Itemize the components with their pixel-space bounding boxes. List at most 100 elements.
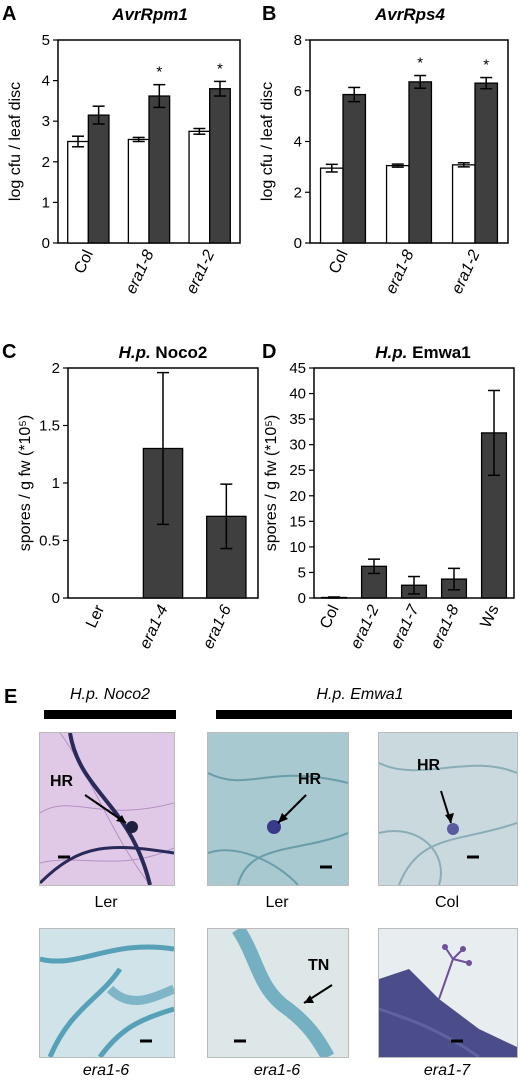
header-noco2: H.p. Noco2: [40, 686, 180, 704]
y-tick-label: 30: [289, 437, 306, 454]
bar-col-s1: [87, 114, 110, 244]
hr-label-ler-emwa1: HR: [298, 771, 322, 788]
y-tick-label: 0: [294, 235, 302, 252]
tn-label-era1-6-emwa1: TN: [308, 957, 330, 974]
cell-texture: [40, 944, 174, 1057]
panel-label-b: B: [262, 3, 276, 25]
y-tick-label: 5: [298, 564, 306, 581]
panel-label-e: E: [4, 686, 18, 708]
x-category-label: Ws: [477, 603, 502, 631]
y-tick-label: 1: [52, 475, 60, 492]
header-emwa1-text: H.p. Emwa1: [316, 686, 404, 703]
bar-era1-8-s0: [127, 138, 150, 244]
x-category-label: Ler: [83, 602, 108, 631]
y-axis-label: spores / g fw (*10⁵): [17, 415, 34, 551]
y-tick-label: 2: [42, 154, 50, 171]
chart-title: H.p. Emwa1: [375, 343, 470, 362]
bar-col-s1: [342, 93, 367, 244]
y-tick-label: 1: [42, 194, 50, 211]
bar-era1-8-s1: [148, 95, 171, 244]
caption-era1-6-emwa1: era1-6: [253, 1062, 301, 1079]
x-category-label: era1-8: [428, 602, 463, 651]
bar-era1-2-s0: [451, 164, 476, 244]
caption-ler-noco2: Ler: [94, 894, 118, 911]
y-tick-label: 0: [42, 235, 50, 252]
header-emwa1-bar: [216, 710, 512, 719]
y-tick-label: 15: [289, 513, 306, 530]
y-tick-label: 20: [289, 488, 306, 505]
caption-era1-7-emwa1: era1-7: [423, 1062, 471, 1079]
y-tick-label: 2: [52, 360, 60, 377]
x-category-label: era1-2: [348, 602, 383, 651]
y-tick-label: 1.5: [39, 418, 60, 435]
bar-era1-2-s1: [209, 88, 231, 244]
chart-panel-c: C H.p. Noco2 0 0.5 1 1.5 2 spores / g fw (*10⁵)…: [2, 341, 259, 652]
x-category-label: Col: [317, 603, 343, 632]
caption-ler-emwa1: Ler: [265, 894, 289, 911]
header-noco2-bar: [44, 710, 176, 719]
micrograph-era1-6-emwa1: TN: [207, 928, 349, 1058]
y-tick-label: 0: [298, 590, 306, 607]
bar-era1-8-s0: [385, 164, 410, 244]
x-category-label: era1-7: [388, 602, 423, 652]
hr-label-col-emwa1: HR: [417, 757, 441, 774]
chart-title: H.p. Noco2: [119, 343, 208, 362]
y-axis-label: spores / g fw (*10⁵): [263, 415, 280, 551]
bar-era1-8-s1: [408, 81, 433, 244]
y-tick-label: 10: [289, 539, 306, 556]
y-axis-label: log cfu / leaf disc: [7, 82, 24, 201]
y-tick-label: 2: [294, 184, 302, 201]
chart-panel-d: D H.p. Emwa1 0 5 10 15 20 25 30 35 40 45 spores / g …: [262, 341, 515, 652]
panel-label-c: C: [2, 341, 16, 363]
caption-col-emwa1: Col: [434, 894, 459, 911]
chart-title: AvrRps4: [374, 5, 445, 24]
header-emwa1: H.p. Emwa1: [210, 686, 510, 704]
x-category-label: era1-2: [449, 247, 484, 296]
x-category-label: era1-4: [137, 602, 172, 651]
y-tick-label: 5: [42, 32, 50, 49]
y-tick-label: 4: [42, 73, 50, 90]
chart-title: AvrRpm1: [111, 5, 188, 24]
panel-label-d: D: [262, 341, 276, 363]
header-noco2-text: H.p. Noco2: [69, 686, 151, 703]
y-tick-label: 6: [294, 83, 302, 100]
x-category-label: era1-2: [183, 247, 218, 296]
x-category-label: Col: [326, 248, 352, 277]
bar-col-s0: [319, 167, 344, 244]
cell-texture: [379, 762, 517, 885]
y-axis-label: log cfu / leaf disc: [259, 82, 276, 201]
panel-e: E H.p. Noco2 H.p. Emwa1 HR Ler HR Ler: [0, 686, 520, 1088]
significance-marker: *: [156, 64, 162, 81]
y-tick-label: 3: [42, 113, 50, 130]
y-tick-label: 25: [289, 462, 306, 479]
cell-texture: [232, 929, 335, 1057]
x-category-label: era1-8: [123, 247, 158, 296]
panel-label-a: A: [2, 3, 16, 25]
bar-era1-2-s1: [474, 82, 499, 244]
micrograph-ler-noco2: HR: [39, 732, 175, 886]
y-tick-label: 8: [294, 32, 302, 49]
x-category-label: era1-8: [383, 247, 418, 296]
y-tick-label: 4: [294, 134, 302, 151]
chart-panel-b: B AvrRps4 0 2 4 6 8 log cfu / leaf disc * * Col era…: [259, 3, 509, 297]
caption-era1-6-noco2: era1-6: [82, 1062, 130, 1079]
x-category-label: era1-6: [200, 602, 235, 651]
significance-marker: *: [217, 60, 223, 77]
y-tick-label: 35: [289, 411, 306, 428]
micrograph-col-emwa1: HR: [378, 732, 518, 886]
y-tick-label: 0: [52, 590, 60, 607]
hr-label-ler-noco2: HR: [50, 773, 74, 790]
cell-texture: [208, 772, 348, 885]
cell-texture: [40, 733, 174, 885]
y-tick-label: 40: [289, 386, 306, 403]
cell-texture: [379, 944, 517, 1057]
micrograph-era1-6-noco2: [39, 928, 175, 1058]
y-tick-label: 45: [289, 360, 306, 377]
micrograph-ler-emwa1: HR: [207, 732, 349, 886]
bar-era1-2-s0: [188, 130, 211, 244]
significance-marker: *: [483, 57, 489, 74]
bar-col-s0: [67, 140, 89, 244]
significance-marker: *: [417, 55, 423, 72]
y-tick-label: 0.5: [39, 533, 60, 550]
